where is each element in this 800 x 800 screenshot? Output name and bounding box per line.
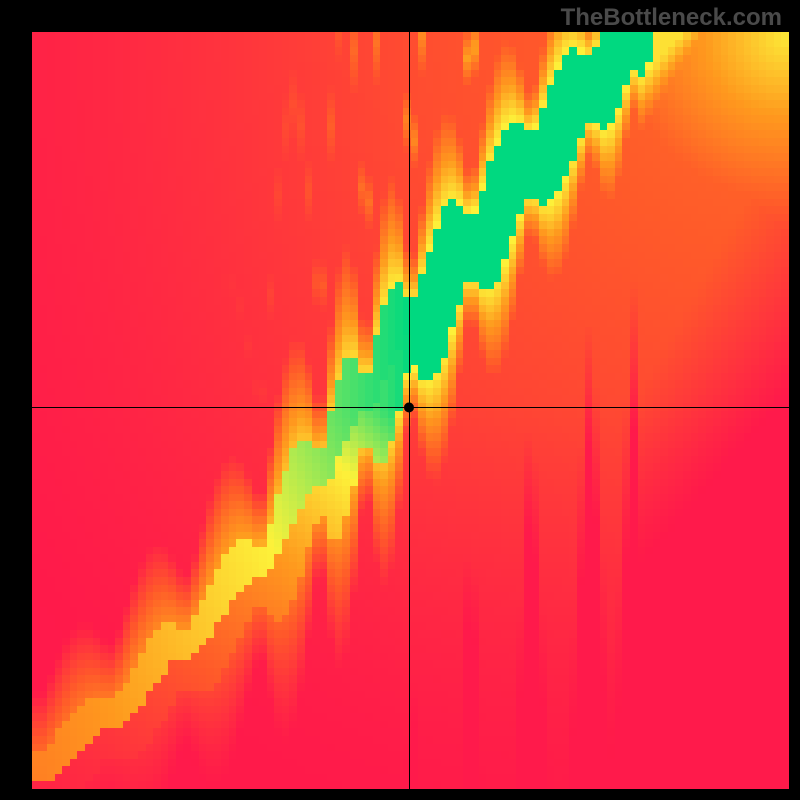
heatmap-chart [0, 0, 800, 800]
watermark-text: TheBottleneck.com [561, 4, 782, 32]
chart-container: TheBottleneck.com [0, 0, 800, 800]
